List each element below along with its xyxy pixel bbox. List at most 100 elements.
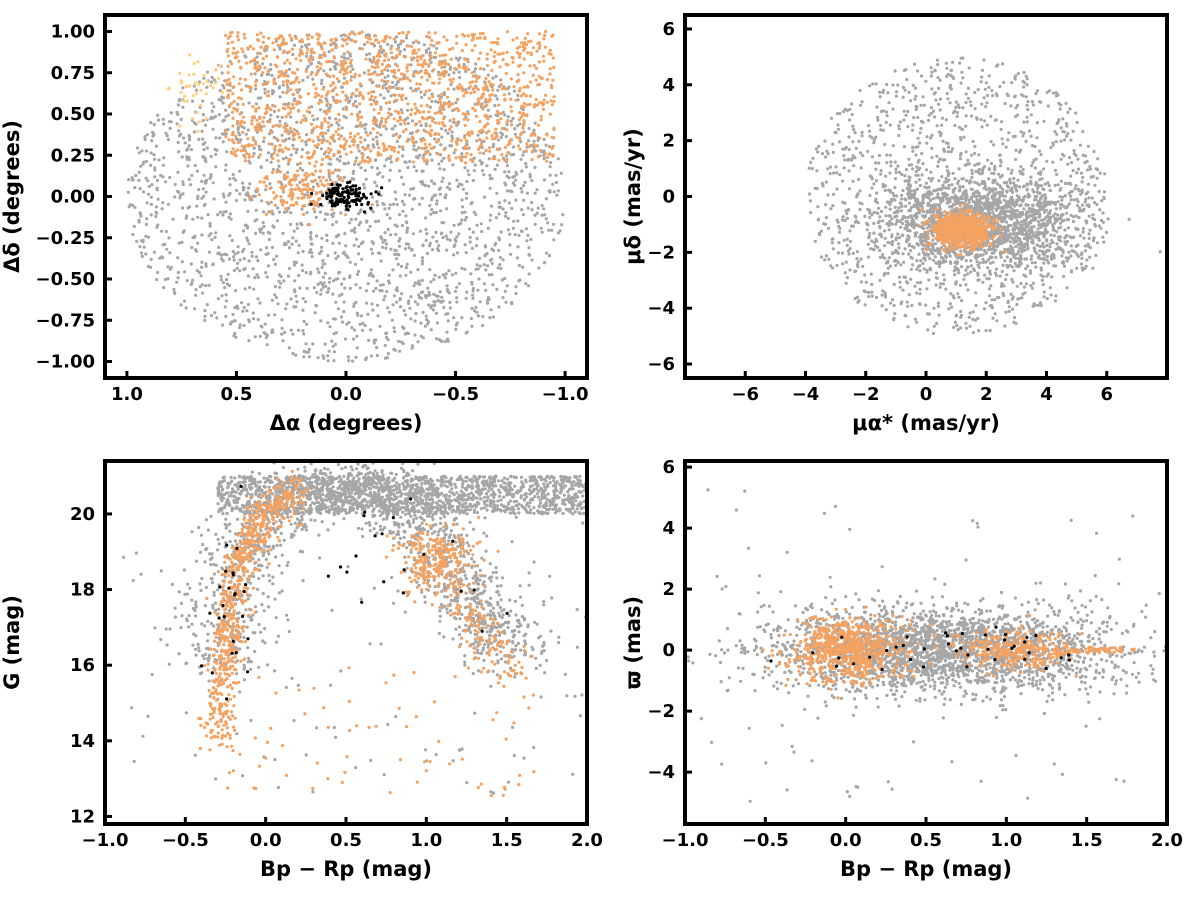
data-point: [331, 223, 335, 227]
data-point: [1019, 148, 1023, 152]
data-point: [354, 124, 358, 129]
data-point: [1081, 230, 1085, 234]
data-point: [878, 90, 882, 94]
data-point: [380, 62, 384, 66]
data-point: [177, 134, 182, 138]
data-point: [919, 103, 923, 107]
data-point: [293, 290, 297, 294]
data-point: [366, 282, 370, 286]
data-point: [904, 314, 908, 318]
data-point: [983, 119, 987, 123]
data-point: [354, 187, 358, 191]
data-point: [470, 282, 474, 286]
data-point: [503, 98, 507, 102]
data-point: [948, 101, 952, 105]
data-point: [286, 79, 290, 83]
data-point: [293, 279, 297, 283]
data-point: [207, 234, 211, 238]
data-point: [366, 202, 370, 206]
data-point: [980, 75, 984, 79]
data-point: [911, 149, 915, 153]
data-point: [1041, 167, 1046, 171]
data-point: [942, 148, 946, 152]
data-point: [902, 118, 906, 122]
data-point: [982, 307, 987, 311]
data-point: [1083, 200, 1087, 204]
data-point: [304, 54, 309, 58]
data-point: [416, 268, 420, 272]
data-point: [336, 150, 340, 155]
data-point: [297, 186, 301, 191]
data-point: [527, 246, 531, 250]
data-point: [301, 78, 305, 82]
data-point: [1010, 168, 1014, 172]
data-point: [265, 158, 269, 162]
data-point: [344, 61, 348, 65]
data-point: [897, 170, 902, 174]
data-point: [466, 169, 470, 173]
data-point: [459, 156, 463, 161]
data-point: [437, 121, 441, 125]
data-point: [500, 126, 504, 131]
data-point: [416, 282, 420, 286]
data-point: [344, 139, 348, 143]
data-point: [555, 193, 559, 197]
data-point: [350, 92, 354, 96]
data-point: [888, 207, 892, 211]
data-point: [483, 245, 488, 249]
data-point: [448, 119, 452, 123]
data-point: [460, 48, 464, 53]
data-point: [886, 271, 890, 275]
data-point: [441, 236, 445, 240]
data-point: [253, 140, 258, 144]
data-point: [211, 116, 215, 120]
data-point: [240, 47, 244, 51]
data-point: [332, 190, 336, 194]
data-point: [493, 243, 497, 247]
data-point: [909, 99, 913, 103]
data-point: [906, 215, 910, 220]
data-point: [358, 102, 362, 106]
data-point: [964, 124, 968, 128]
data-point: [938, 265, 942, 269]
data-point: [460, 316, 464, 320]
data-point: [506, 216, 510, 220]
data-point: [452, 117, 456, 121]
data-point: [482, 282, 486, 286]
data-point: [848, 229, 852, 233]
data-point: [537, 266, 541, 270]
data-point: [561, 213, 565, 217]
data-point: [316, 267, 320, 271]
data-point: [324, 72, 328, 76]
data-point: [297, 100, 302, 104]
data-point: [968, 100, 973, 104]
data-point: [434, 100, 438, 104]
data-point: [295, 222, 299, 226]
data-point: [388, 310, 392, 314]
data-point: [200, 233, 204, 237]
data-point: [955, 111, 960, 115]
data-point: [446, 87, 450, 91]
data-point: [257, 144, 261, 148]
data-point: [335, 121, 339, 125]
data-point: [418, 229, 422, 233]
data-point: [238, 258, 242, 262]
data-point: [261, 231, 265, 235]
data-point: [327, 59, 331, 64]
data-point: [938, 157, 942, 161]
data-point: [853, 131, 857, 135]
data-point: [524, 282, 528, 286]
data-point: [381, 201, 385, 206]
data-point: [334, 37, 338, 41]
data-point: [280, 318, 284, 322]
data-point: [1022, 70, 1026, 75]
data-point: [966, 272, 970, 276]
data-point: [282, 173, 287, 177]
data-point: [328, 116, 332, 120]
data-point: [260, 73, 264, 77]
data-point: [289, 107, 293, 111]
data-point: [847, 147, 851, 152]
data-point: [820, 181, 824, 185]
data-point: [475, 223, 479, 227]
data-point: [358, 191, 362, 195]
